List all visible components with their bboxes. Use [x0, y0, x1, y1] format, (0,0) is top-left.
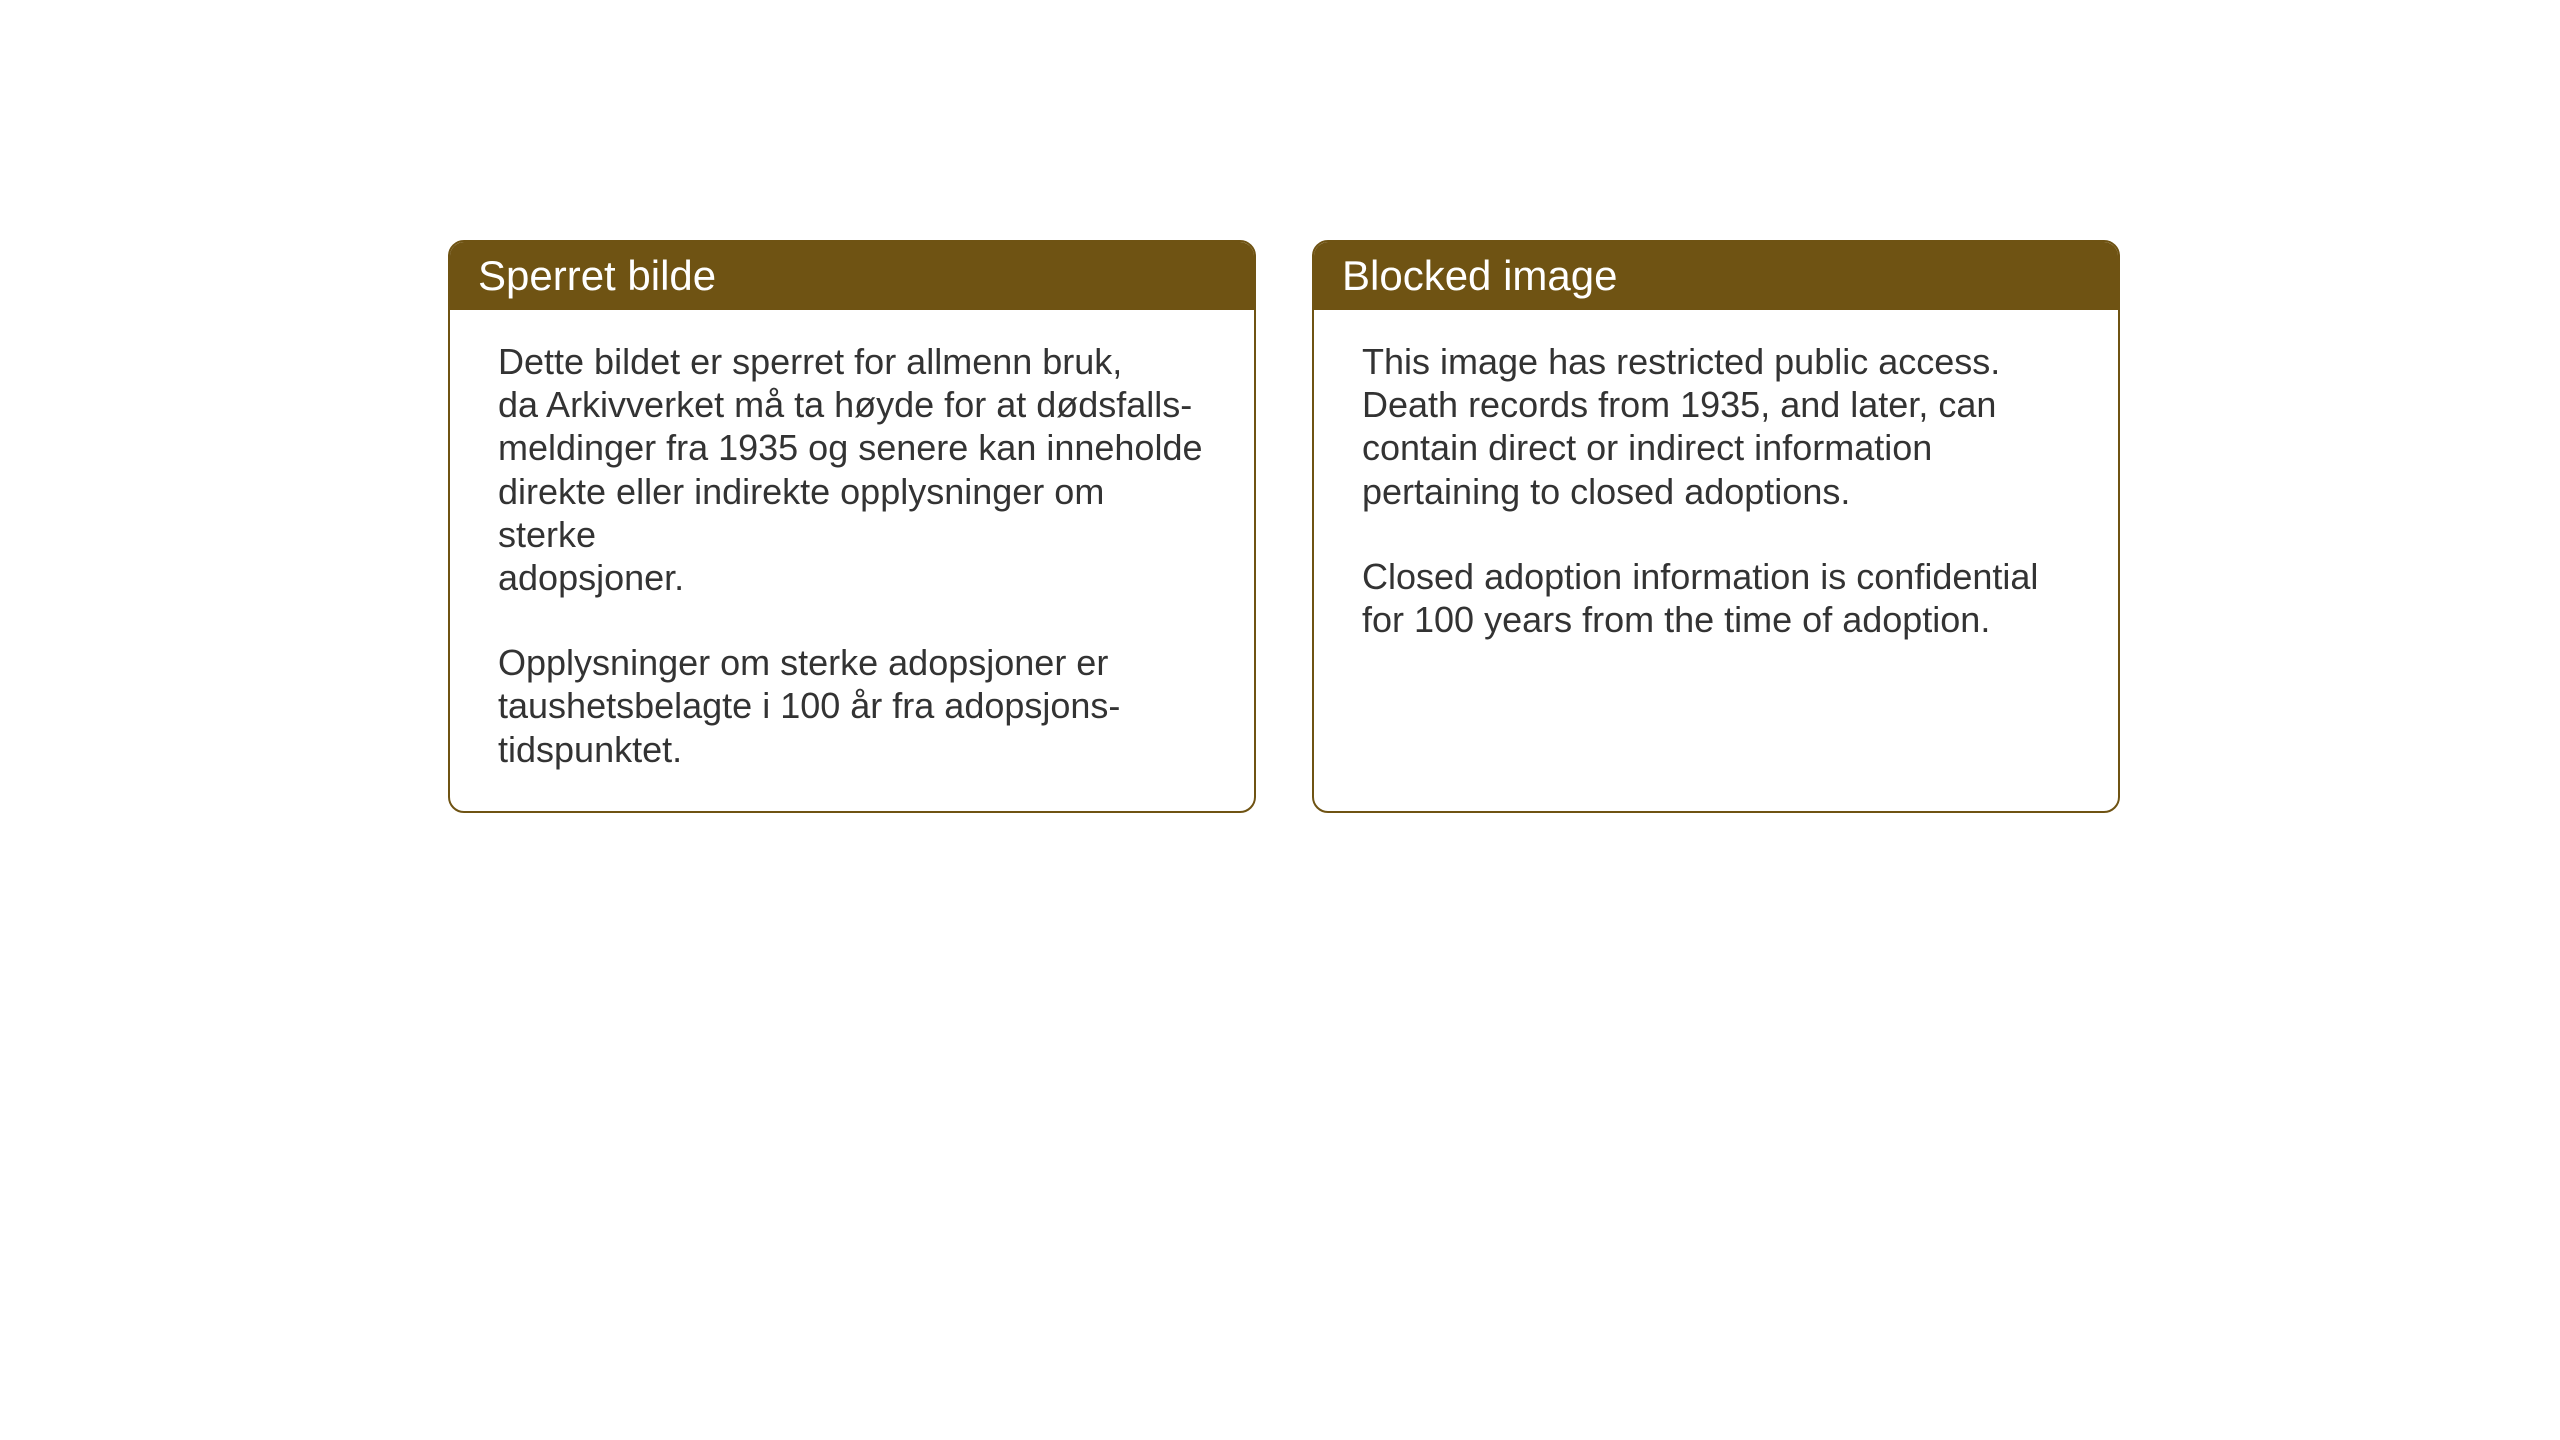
- norwegian-paragraph-2: Opplysninger om sterke adopsjoner er tau…: [498, 641, 1206, 771]
- norwegian-card-header: Sperret bilde: [450, 242, 1254, 310]
- english-paragraph-2: Closed adoption information is confident…: [1362, 555, 2070, 641]
- cards-container: Sperret bilde Dette bildet er sperret fo…: [448, 240, 2120, 813]
- english-card-body: This image has restricted public access.…: [1314, 310, 2118, 750]
- english-paragraph-1: This image has restricted public access.…: [1362, 340, 2070, 513]
- english-card: Blocked image This image has restricted …: [1312, 240, 2120, 813]
- norwegian-card-body: Dette bildet er sperret for allmenn bruk…: [450, 310, 1254, 811]
- english-card-header: Blocked image: [1314, 242, 2118, 310]
- english-card-title: Blocked image: [1342, 252, 1617, 299]
- norwegian-paragraph-1: Dette bildet er sperret for allmenn bruk…: [498, 340, 1206, 599]
- norwegian-card: Sperret bilde Dette bildet er sperret fo…: [448, 240, 1256, 813]
- norwegian-card-title: Sperret bilde: [478, 252, 716, 299]
